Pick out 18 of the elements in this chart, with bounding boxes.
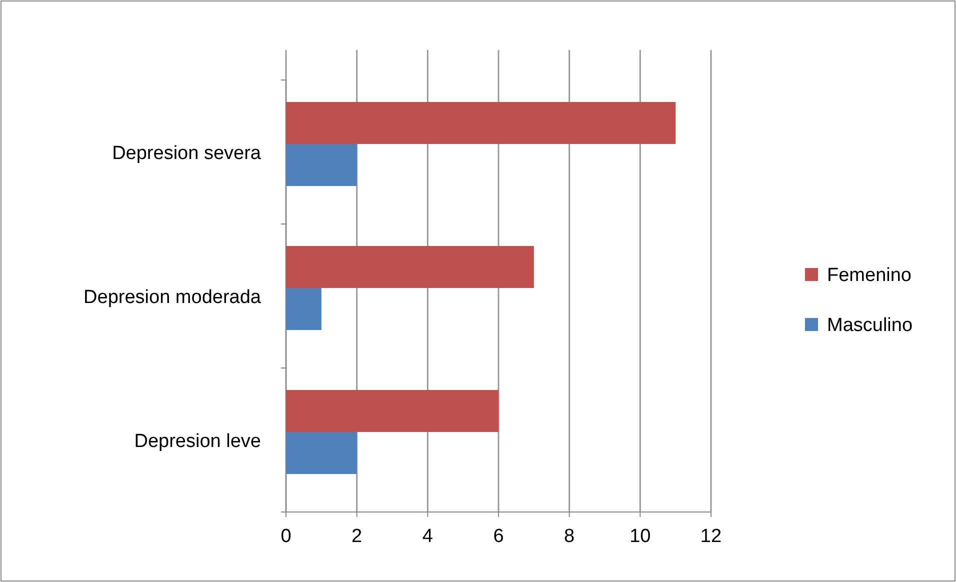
bar [286, 288, 322, 330]
x-tick-label: 6 [493, 526, 504, 547]
y-tick-label: Depresion leve [134, 431, 261, 452]
y-tick-label: Depresion severa [112, 143, 262, 164]
x-tick-label: 12 [700, 526, 722, 547]
y-tick-label: Depresion moderada [84, 287, 262, 308]
x-tick-label: 4 [422, 526, 434, 547]
legend-label: Femenino [827, 265, 912, 286]
bar [286, 246, 534, 288]
x-tick-label: 0 [280, 526, 292, 547]
x-tick-label: 10 [630, 526, 651, 547]
bar [286, 432, 357, 474]
legend-label: Masculino [827, 315, 913, 336]
bar [286, 144, 357, 186]
bar [286, 390, 498, 432]
bar [286, 102, 676, 144]
x-tick-label: 8 [564, 526, 575, 547]
x-tick-label: 2 [352, 526, 362, 547]
